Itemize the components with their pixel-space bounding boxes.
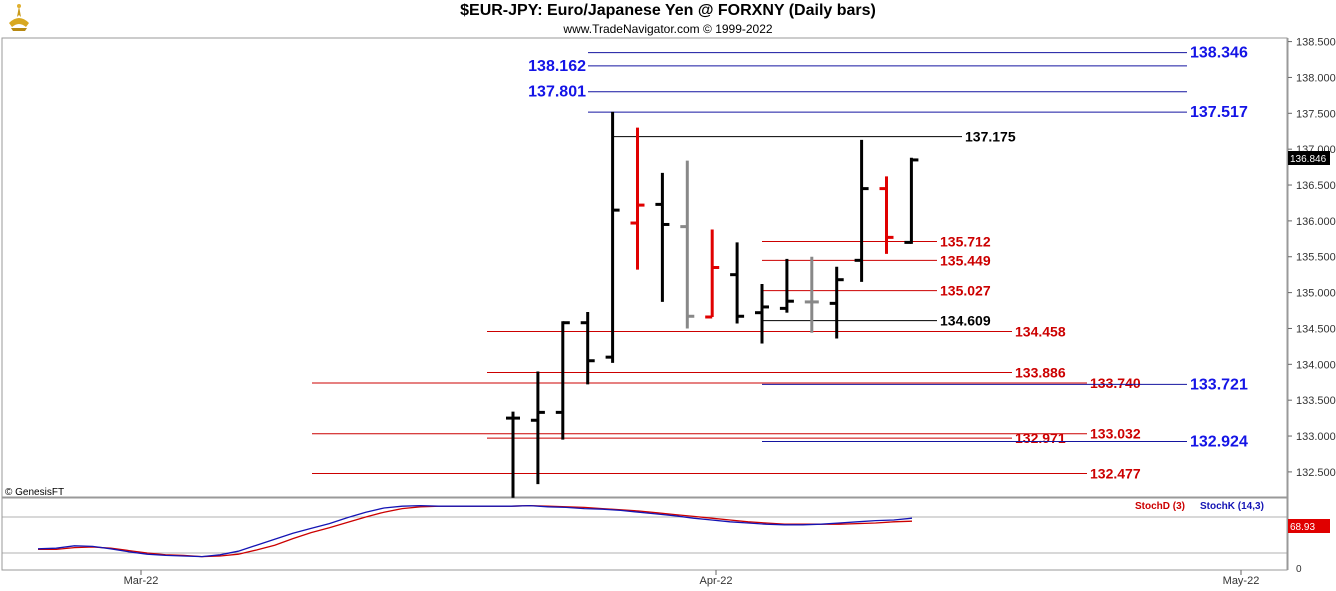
level-label: 134.458	[1015, 323, 1066, 339]
level-label: 132.971	[1015, 430, 1066, 446]
level-label: 135.027	[940, 283, 991, 299]
price-tick-label: 134.500	[1296, 323, 1336, 335]
price-tick-label: 136.000	[1296, 216, 1336, 228]
legend-stochd: StochD (3)	[1135, 501, 1185, 512]
level-label: 134.609	[940, 313, 991, 329]
stoch-value-box	[1288, 519, 1330, 533]
date-axis: Mar-22 Apr-22 May-22	[124, 570, 1260, 587]
stoch-value-label: 68.93	[1290, 522, 1315, 533]
price-panel-frame	[1, 37, 1288, 498]
chart-subtitle: www.TradeNavigator.com © 1999-2022	[563, 22, 773, 36]
level-label: 137.175	[965, 129, 1016, 145]
date-tick-label: May-22	[1223, 575, 1260, 587]
level-label: 133.721	[1190, 376, 1248, 393]
support-resistance-levels: 138.346 138.162 137.801 137.517 137.175 135.7…	[312, 45, 1248, 482]
copyright-label: © GenesisFT	[5, 487, 64, 498]
price-tick-label: 132.500	[1296, 467, 1336, 479]
last-price-box	[1288, 151, 1330, 165]
level-label: 135.449	[940, 252, 991, 268]
legend-stochk: StochK (14,3)	[1200, 501, 1264, 512]
price-tick-label: 133.500	[1296, 395, 1336, 407]
level-label: 138.346	[1190, 45, 1248, 62]
last-price-label: 136.846	[1290, 154, 1327, 165]
stoch-series-line	[37, 504, 913, 558]
level-label: 135.712	[940, 234, 991, 250]
price-tick-label: 135.000	[1296, 288, 1336, 300]
chart-title: $EUR-JPY: Euro/Japanese Yen @ FORXNY (Da…	[460, 2, 876, 19]
ohlc-bars	[506, 111, 919, 498]
price-tick-label: 137.500	[1296, 108, 1336, 120]
price-tick-label: 133.000	[1296, 431, 1336, 443]
price-tick-label: 138.000	[1296, 72, 1336, 84]
stoch-zero-label: 0	[1296, 564, 1302, 575]
price-tick-label: 134.000	[1296, 359, 1336, 371]
level-label: 133.740	[1090, 375, 1141, 391]
trade-navigator-logo-icon	[9, 4, 29, 31]
level-label: 137.517	[1190, 104, 1248, 121]
price-tick-label: 135.500	[1296, 252, 1336, 264]
level-label: 137.801	[528, 84, 586, 101]
level-label: 132.477	[1090, 466, 1141, 482]
date-tick-label: Apr-22	[699, 575, 732, 587]
price-tick-label: 136.500	[1296, 180, 1336, 192]
title-bar: $EUR-JPY: Euro/Japanese Yen @ FORXNY (Da…	[0, 0, 1336, 38]
stoch-panel-frame	[1, 497, 1288, 571]
date-tick-label: Mar-22	[124, 575, 159, 587]
level-label: 133.886	[1015, 364, 1066, 380]
level-label: 132.924	[1190, 433, 1248, 450]
price-axis: 132.500 133.000 133.500 134.000 134.500 135.0…	[1288, 37, 1336, 479]
level-label: 133.032	[1090, 426, 1141, 442]
stoch-series-line	[38, 504, 913, 558]
level-label: 138.162	[528, 58, 586, 75]
stochastic-panel	[2, 504, 1287, 558]
price-tick-label: 138.500	[1296, 37, 1336, 49]
